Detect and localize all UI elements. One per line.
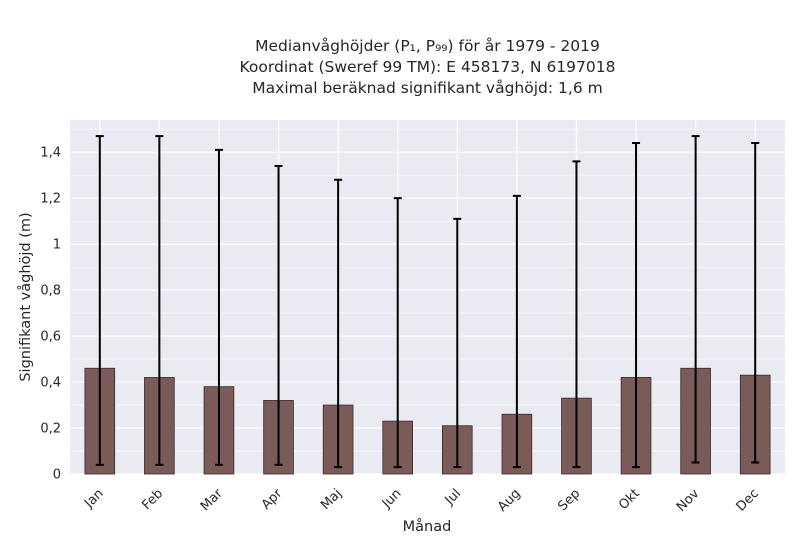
chart-title-line-2: Koordinat (Sweref 99 TM): E 458173, N 61… (239, 58, 616, 76)
x-tick-label: Apr (259, 486, 286, 513)
chart-title-line-3: Maximal beräknad signifikant våghöjd: 1,… (252, 79, 603, 97)
y-tick-label: 0,4 (40, 376, 61, 391)
y-axis-label: Signifikant våghöjd (m) (17, 212, 34, 381)
x-tick-label: Jun (379, 486, 405, 512)
x-tick-label: Mar (198, 486, 226, 514)
x-tick-label: Jul (442, 486, 464, 508)
x-tick-label: Nov (674, 486, 703, 515)
x-tick-label: Maj (318, 486, 345, 513)
x-tick-label: Dec (734, 486, 762, 514)
x-tick-label: Okt (616, 486, 643, 513)
y-tick-label: 0 (53, 468, 61, 483)
y-tick-label: 1 (53, 238, 61, 253)
y-tick-label: 1,4 (40, 146, 61, 161)
y-tick-label: 0,2 (40, 422, 61, 437)
plot-area (70, 120, 785, 474)
y-tick-label: 1,2 (40, 192, 61, 207)
chart-title: Medianvåghöjder (P₁, P₉₉) för år 1979 - … (70, 36, 785, 99)
chart-title-line-1: Medianvåghöjder (P₁, P₉₉) för år 1979 - … (255, 37, 600, 55)
x-tick-label: Aug (495, 486, 524, 515)
x-tick-label: Feb (139, 486, 166, 513)
x-tick-label: Sep (555, 486, 583, 514)
x-axis-label: Månad (403, 518, 452, 535)
y-tick-label: 0,6 (40, 330, 61, 345)
y-tick-label: 0,8 (40, 284, 61, 299)
x-tick-label: Jan (81, 486, 106, 511)
